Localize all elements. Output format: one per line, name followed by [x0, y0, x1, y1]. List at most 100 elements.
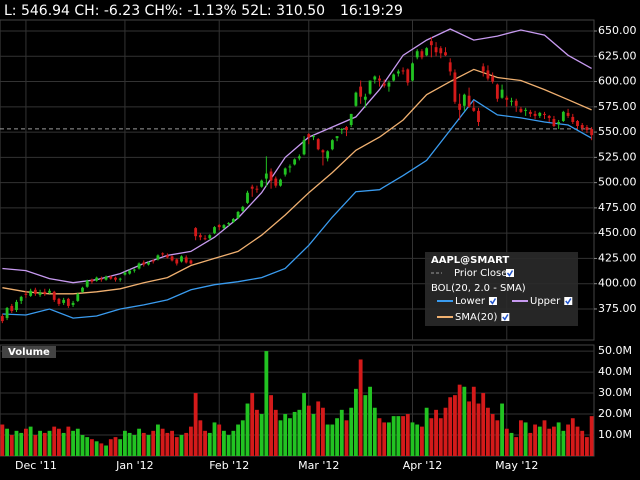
volume-bar	[476, 403, 481, 456]
volume-bar	[533, 424, 537, 456]
volume-bar	[137, 428, 141, 456]
checkmark	[489, 298, 497, 305]
candle-body	[406, 69, 410, 83]
candle-body	[241, 206, 245, 211]
volume-bar	[372, 407, 377, 456]
y-tick-label: 575.00	[598, 100, 637, 113]
candle-body	[477, 110, 480, 122]
volume-bar	[368, 386, 372, 456]
candle-body	[255, 188, 259, 190]
candle-body	[420, 51, 424, 58]
candle-body	[453, 72, 457, 102]
candle-body	[312, 136, 315, 138]
candle-body	[283, 168, 287, 175]
volume-bar	[415, 424, 420, 456]
y-tick-label: 525.00	[598, 150, 637, 163]
volume-title: Volume	[8, 347, 50, 358]
volume-bar	[292, 411, 297, 456]
volume-bar	[47, 430, 52, 456]
candle-body	[425, 48, 429, 56]
volume-bar	[561, 430, 566, 456]
y-tick-label: 10.0M	[598, 428, 632, 441]
volume-bar	[38, 430, 42, 456]
candle-body	[538, 112, 542, 116]
candle-body	[194, 228, 198, 237]
y-tick-label: 20.0M	[598, 407, 632, 420]
volume-bar	[297, 409, 302, 456]
candle-body	[533, 113, 537, 116]
volume-bar	[0, 424, 5, 456]
candle-body	[217, 225, 221, 228]
candle-body	[10, 305, 14, 311]
y-tick-label: 475.00	[598, 201, 637, 214]
volume-bar	[316, 401, 321, 456]
volume-bar	[165, 432, 170, 456]
candle-body	[387, 82, 391, 87]
volume-bar	[434, 409, 438, 456]
candle-body	[363, 96, 367, 100]
y-tick-label: 600.00	[598, 75, 637, 88]
candle-body	[326, 151, 330, 159]
candle-body	[590, 129, 594, 136]
candle-body	[213, 227, 216, 234]
y-tick-label: 625.00	[598, 49, 637, 62]
volume-bar	[382, 422, 387, 456]
checkbox	[501, 313, 510, 321]
candle-body	[236, 211, 240, 219]
candle-body	[57, 298, 61, 304]
volume-bar	[570, 418, 575, 456]
candle-body	[189, 260, 193, 264]
volume-bar	[90, 439, 94, 456]
volume-bar	[104, 445, 108, 456]
volume-bar	[330, 424, 335, 456]
candle-body	[132, 269, 136, 271]
volume-bar	[132, 435, 137, 456]
candle-body	[392, 74, 396, 81]
candle-body	[434, 47, 438, 53]
candle-body	[349, 113, 353, 126]
volume-bar	[259, 414, 264, 456]
candle-body	[571, 116, 575, 122]
candle-body	[203, 238, 207, 240]
candle-body	[547, 115, 551, 118]
candle-body	[147, 262, 150, 265]
volume-bar	[467, 401, 471, 456]
volume-bar	[387, 422, 391, 456]
volume-bar	[273, 409, 278, 456]
legend-label: Prior Close	[454, 268, 507, 279]
candle-body	[109, 276, 113, 279]
candle-body	[250, 186, 254, 189]
candle-body	[156, 255, 160, 260]
candle-body	[76, 293, 80, 301]
legend-label: Upper	[530, 296, 561, 307]
y-tick-label: 550.00	[598, 125, 637, 138]
volume-bar	[504, 428, 509, 456]
volume-bar	[207, 432, 212, 456]
volume-bar	[306, 405, 311, 456]
volume-bar	[193, 393, 198, 456]
volume-bar	[490, 414, 495, 456]
candle-body	[552, 118, 556, 127]
volume-bar	[222, 430, 226, 456]
candle-body	[321, 150, 325, 153]
candle-body	[19, 296, 23, 301]
candle-body	[142, 262, 146, 265]
volume-bar	[302, 393, 306, 456]
candle-body	[340, 129, 344, 131]
volume-bar	[566, 424, 570, 456]
y-tick-label: 40.0M	[598, 365, 632, 378]
volume-bar	[410, 422, 415, 456]
volume-bar	[457, 384, 462, 456]
x-tick-label: Apr '12	[403, 459, 443, 472]
candle-body	[293, 159, 297, 165]
volume-bar	[401, 416, 405, 456]
volume-tab	[2, 346, 56, 358]
candle-body	[95, 277, 99, 281]
legend-label: SMA(20)	[455, 312, 497, 323]
volume-bar	[245, 403, 250, 456]
candle-body	[368, 80, 372, 94]
volume-bar	[288, 418, 292, 456]
volume-bar	[481, 393, 486, 456]
volume-bar	[184, 432, 189, 456]
volume-bar	[344, 420, 349, 456]
